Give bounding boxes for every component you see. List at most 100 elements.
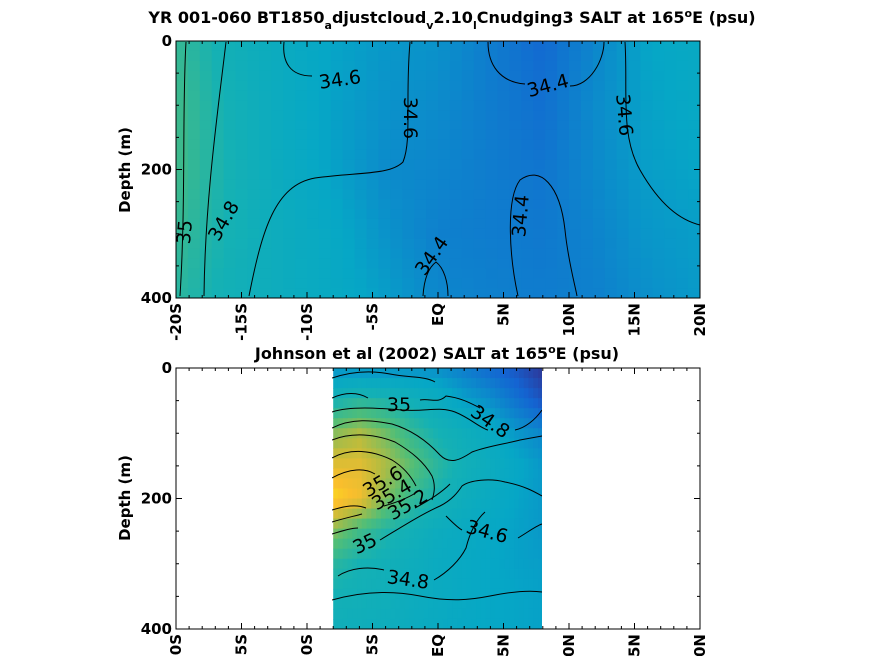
field-cell	[211, 149, 225, 161]
field-cell	[569, 228, 582, 240]
field-cell	[476, 618, 482, 629]
field-cell	[533, 139, 546, 151]
field-cell	[354, 149, 368, 161]
field-cell	[333, 388, 339, 399]
field-cell	[223, 159, 237, 171]
field-cell	[423, 408, 430, 419]
field-cell	[337, 408, 344, 419]
field-cell	[533, 129, 546, 141]
field-cell	[592, 209, 606, 220]
field-cell	[295, 189, 308, 200]
field-cell	[423, 448, 430, 459]
field-cell	[471, 418, 477, 429]
field-cell	[580, 238, 594, 250]
field-cell	[357, 558, 363, 570]
field-cell	[688, 120, 700, 131]
field-cell	[480, 548, 487, 560]
field-cell	[390, 528, 396, 540]
field-cell	[452, 468, 458, 480]
field-cell	[523, 458, 530, 469]
field-cell	[259, 70, 272, 82]
field-cell	[414, 149, 427, 161]
field-cell	[447, 498, 453, 510]
field-cell	[628, 159, 642, 171]
field-cell	[664, 258, 677, 269]
field-cell	[533, 268, 546, 279]
field-cell	[390, 228, 403, 240]
field-cell	[361, 528, 368, 540]
field-cell	[449, 50, 463, 62]
field-cell	[271, 80, 284, 92]
field-cell	[604, 139, 618, 151]
field-cell	[176, 268, 189, 279]
field-cell	[485, 80, 499, 92]
field-cell	[390, 568, 396, 580]
field-cell	[521, 159, 534, 171]
field-cell	[176, 169, 189, 180]
field-cell	[592, 218, 606, 230]
field-cell	[533, 50, 546, 62]
field-cell	[390, 139, 403, 151]
field-cell	[247, 209, 260, 220]
field-cell	[664, 80, 677, 92]
contour-line	[332, 469, 376, 479]
field-cell	[518, 478, 525, 490]
field-cell	[569, 268, 582, 279]
field-cell	[330, 199, 344, 210]
field-cell	[485, 100, 499, 111]
field-cell	[187, 189, 201, 200]
field-cell	[499, 488, 506, 500]
field-cell	[664, 268, 677, 279]
field-cell	[471, 568, 477, 580]
field-cell	[509, 268, 522, 279]
field-cell	[295, 268, 308, 279]
field-cell	[404, 508, 411, 520]
field-cell	[509, 518, 515, 530]
field-cell	[438, 80, 451, 92]
field-cell	[283, 228, 296, 240]
field-cell	[366, 468, 372, 480]
field-cell	[418, 398, 425, 409]
field-cell	[580, 120, 594, 131]
field-cell	[404, 598, 411, 610]
field-cell	[473, 139, 487, 151]
field-cell	[428, 478, 434, 490]
field-cell	[521, 268, 534, 279]
field-cell	[438, 209, 451, 220]
field-cell	[337, 478, 344, 490]
field-cell	[428, 508, 434, 520]
field-cell	[521, 179, 534, 190]
y-tick-label: 0	[162, 32, 172, 50]
field-cell	[528, 368, 534, 379]
field-cell	[402, 258, 415, 269]
field-cell	[395, 408, 401, 419]
field-cell	[616, 80, 630, 92]
field-cell	[283, 120, 296, 131]
field-cell	[357, 578, 363, 590]
field-cell	[480, 488, 487, 500]
field-cell	[442, 578, 449, 590]
field-cell	[199, 169, 213, 180]
field-cell	[499, 428, 506, 439]
field-cell	[283, 179, 296, 190]
field-cell	[247, 139, 260, 151]
field-cell	[473, 209, 487, 220]
field-cell	[366, 498, 372, 510]
field-cell	[418, 548, 425, 560]
field-cell	[476, 558, 482, 570]
field-cell	[652, 100, 665, 111]
field-cell	[307, 159, 320, 171]
field-cell	[390, 448, 396, 459]
field-cell	[428, 498, 434, 510]
field-cell	[509, 60, 522, 72]
field-cell	[187, 129, 201, 141]
field-cell	[380, 518, 387, 530]
field-cell	[495, 428, 501, 439]
field-cell	[259, 199, 272, 210]
field-cell	[199, 149, 213, 161]
field-cell	[342, 100, 356, 111]
field-cell	[333, 558, 339, 570]
field-cell	[376, 468, 382, 480]
field-cell	[504, 508, 511, 520]
x-tick-label: -5S	[364, 634, 382, 656]
